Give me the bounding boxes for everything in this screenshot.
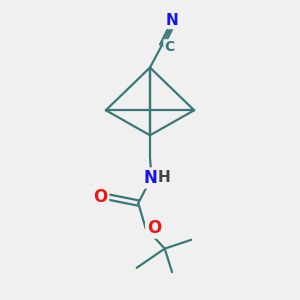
Text: O: O [147, 219, 161, 237]
Text: N: N [143, 169, 157, 187]
Text: O: O [93, 188, 108, 206]
Text: N: N [166, 13, 178, 28]
Text: H: H [158, 170, 170, 185]
Text: C: C [164, 40, 174, 54]
